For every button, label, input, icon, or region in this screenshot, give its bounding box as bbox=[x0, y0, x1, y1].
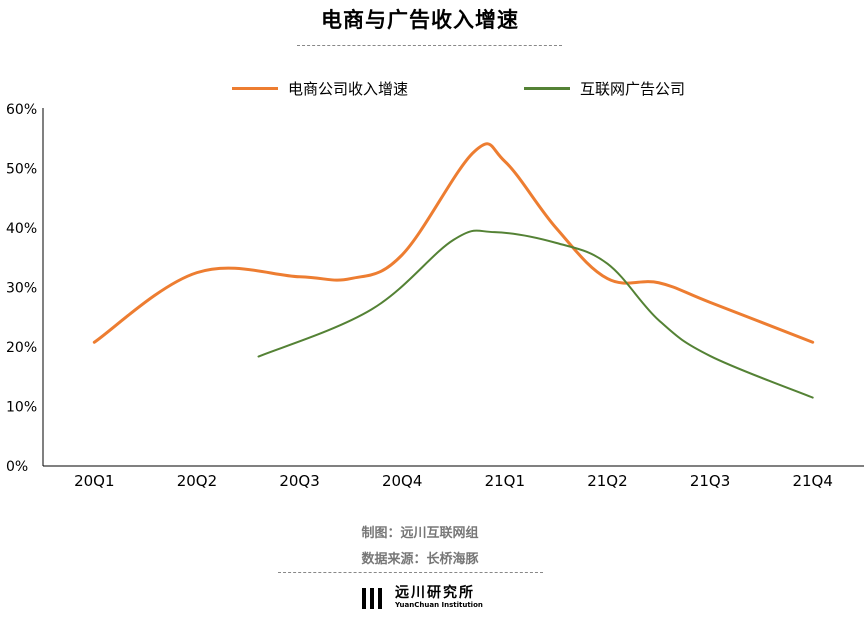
x-tick-label: 20Q2 bbox=[177, 472, 217, 490]
y-tick-label: 20% bbox=[6, 340, 37, 356]
chart-maker: 制图：远川互联网组 bbox=[361, 526, 479, 541]
brand-logo: 远川研究所 YuanChuan Institution bbox=[360, 585, 483, 611]
brand-name: 远川研究所 bbox=[395, 585, 475, 601]
legend-item-0: 电商公司收入增速 bbox=[232, 78, 408, 99]
data-source: 数据来源：长桥海豚 bbox=[361, 552, 479, 567]
line-chart: 0% 10% 20% 30% 40% 50% 60% 20Q1 20Q2 20Q3 20Q4 21Q1… bbox=[6, 102, 864, 490]
legend-label-0: 电商公司收入增速 bbox=[288, 80, 409, 98]
x-tick-label: 21Q3 bbox=[690, 472, 730, 490]
brand-logo-icon bbox=[362, 588, 382, 609]
x-tick-label: 21Q2 bbox=[587, 472, 627, 490]
legend-swatch-1 bbox=[524, 87, 570, 90]
footer-divider bbox=[278, 572, 543, 573]
y-tick-label: 10% bbox=[6, 400, 37, 416]
y-tick-label: 0% bbox=[6, 459, 28, 475]
x-tick-label: 21Q1 bbox=[485, 472, 525, 490]
title-divider bbox=[297, 45, 562, 46]
chart-title: 电商与广告收入增速 bbox=[321, 8, 519, 32]
y-tick-label: 30% bbox=[6, 281, 37, 297]
series-line-0 bbox=[92, 142, 815, 344]
legend-swatch-0 bbox=[232, 87, 278, 90]
x-tick-label: 20Q3 bbox=[279, 472, 319, 490]
x-tick-label: 21Q4 bbox=[792, 472, 832, 490]
y-tick-label: 60% bbox=[6, 102, 37, 118]
legend-item-1: 互联网广告公司 bbox=[524, 78, 685, 99]
y-tick-label: 40% bbox=[6, 221, 37, 237]
x-tick-label: 20Q4 bbox=[382, 472, 422, 490]
series-line-1 bbox=[257, 229, 814, 399]
brand-name-en: YuanChuan Institution bbox=[395, 601, 483, 609]
x-tick-label: 20Q1 bbox=[74, 472, 114, 490]
legend-label-1: 互联网广告公司 bbox=[580, 80, 686, 98]
y-tick-label: 50% bbox=[6, 162, 37, 178]
